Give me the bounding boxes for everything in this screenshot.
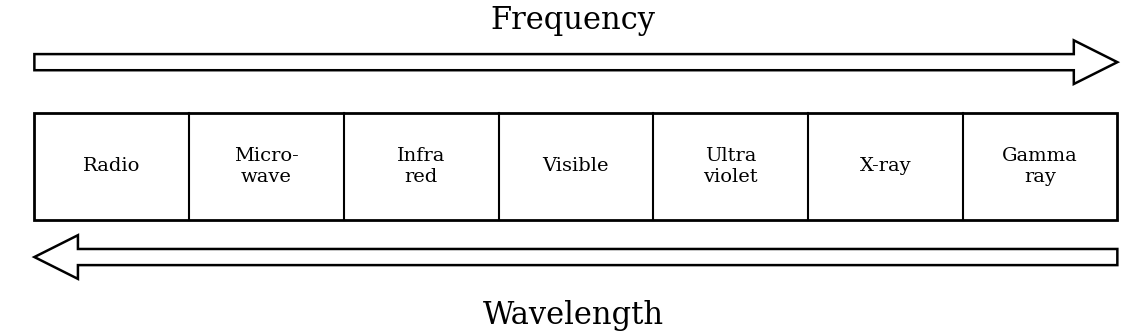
Text: Radio: Radio [83,157,141,175]
Text: Frequency: Frequency [490,5,656,36]
Text: X-ray: X-ray [860,157,911,175]
Text: Wavelength: Wavelength [482,300,664,331]
Polygon shape [34,235,1117,279]
Text: Ultra
violet: Ultra violet [704,147,758,186]
Text: Infra
red: Infra red [397,147,446,186]
Text: Gamma
ray: Gamma ray [1002,147,1078,186]
FancyBboxPatch shape [34,113,1117,220]
Polygon shape [34,40,1117,84]
Text: Visible: Visible [542,157,610,175]
Text: Micro-
wave: Micro- wave [234,147,299,186]
